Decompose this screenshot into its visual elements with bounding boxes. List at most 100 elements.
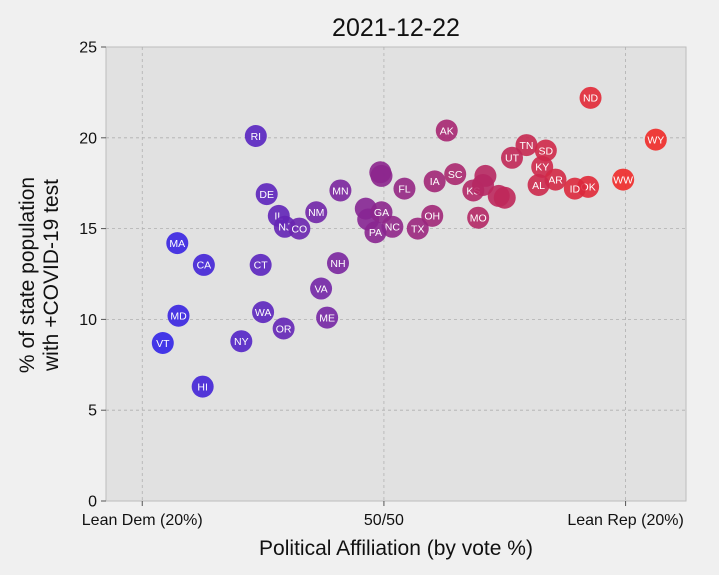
data-point-marker: [167, 304, 190, 327]
data-point: [370, 164, 393, 187]
data-point-marker: [501, 146, 523, 169]
data-point-label: TN: [520, 140, 534, 152]
data-point: NM: [305, 201, 328, 224]
data-point-marker: [191, 375, 214, 398]
data-point-marker: [423, 170, 446, 193]
data-point-label: MD: [170, 311, 187, 323]
chart-title: 2021-12-22: [332, 14, 460, 42]
x-axis-ticks: Lean Dem (20%) 50/50 Lean Rep (20%): [82, 501, 684, 529]
data-point-marker: [515, 134, 538, 157]
x-tick-label: 50/50: [364, 512, 404, 529]
data-point-marker: [612, 168, 635, 191]
data-point-marker: [370, 164, 393, 187]
data-point-label: VT: [156, 338, 170, 350]
plot-area: [105, 46, 687, 502]
data-point-marker: [435, 119, 458, 142]
y-tick-label: 5: [88, 403, 97, 420]
data-point-label: TX: [411, 223, 424, 235]
data-point: TX: [406, 217, 429, 240]
data-point-marker: [527, 174, 550, 197]
data-point: ND: [579, 86, 602, 109]
data-point-marker: [444, 163, 467, 186]
data-point: ID: [563, 177, 586, 200]
data-point: MD: [167, 304, 190, 327]
data-point-marker: [272, 317, 295, 340]
data-point: [472, 174, 494, 197]
data-point: TN: [515, 134, 538, 157]
data-point-label: PA: [369, 227, 382, 239]
data-point-label: IA: [430, 176, 440, 188]
x-tick-label: Lean Dem (20%): [82, 512, 203, 529]
data-point-marker: [472, 174, 494, 197]
data-point: SC: [444, 163, 467, 186]
data-point-label: VA: [314, 283, 327, 295]
y-tick-label: 0: [88, 494, 97, 511]
data-point-label: FL: [398, 183, 410, 195]
data-point-marker: [327, 252, 349, 275]
data-point-label: KY: [535, 162, 549, 174]
data-point: MA: [166, 232, 189, 255]
data-point: NH: [327, 252, 349, 275]
data-point: AL: [527, 174, 550, 197]
data-point-label: CA: [197, 260, 212, 272]
data-point-marker: [244, 124, 267, 147]
data-point-marker: [252, 301, 275, 324]
data-point-marker: [493, 186, 516, 209]
y-tick-label: 20: [79, 130, 97, 147]
y-tick-label: 15: [79, 221, 97, 238]
data-point-label: ND: [583, 93, 599, 105]
data-point: SD: [534, 139, 557, 162]
x-tick-label: Lean Rep (20%): [567, 512, 684, 529]
data-point-marker: [255, 183, 278, 206]
data-point-label: WW: [613, 174, 633, 186]
data-point-marker: [192, 253, 215, 276]
data-point: NC: [381, 215, 404, 238]
data-point-marker: [230, 330, 253, 353]
data-point-marker: [406, 217, 429, 240]
data-point-label: NH: [330, 258, 345, 270]
data-point-label: NM: [308, 207, 324, 219]
data-point-marker: [249, 253, 272, 276]
data-point-marker: [305, 201, 328, 224]
data-point-label: NY: [234, 336, 249, 348]
data-point: OR: [272, 317, 295, 340]
data-point-marker: [381, 215, 404, 238]
x-axis-label: Political Affiliation (by vote %): [259, 537, 533, 560]
data-point: WA: [252, 301, 275, 324]
data-point-label: WA: [255, 307, 272, 319]
data-point-marker: [579, 86, 602, 109]
data-point-label: MN: [332, 185, 348, 197]
data-point: DE: [255, 183, 278, 206]
data-point-label: SD: [539, 145, 554, 157]
y-tick-label: 10: [79, 312, 97, 329]
data-point-marker: [310, 277, 333, 300]
y-tick-label: 25: [79, 40, 97, 57]
data-point-label: SC: [448, 169, 463, 181]
data-point-marker: [644, 128, 667, 151]
data-point-label: AL: [532, 180, 545, 192]
data-point-label: OH: [424, 211, 440, 223]
data-point-label: CO: [291, 223, 307, 235]
data-point: WW: [612, 168, 635, 191]
data-point: MN: [329, 179, 352, 202]
data-point-label: ME: [319, 312, 335, 324]
data-point-label: MO: [470, 213, 487, 225]
data-point: CT: [249, 253, 272, 276]
data-point-label: IL: [274, 211, 283, 223]
data-point: CA: [192, 253, 215, 276]
data-point: PA: [364, 221, 387, 244]
data-point-marker: [288, 217, 311, 240]
data-point-marker: [421, 204, 444, 227]
data-point: VA: [310, 277, 333, 300]
data-point-label: ID: [570, 183, 581, 195]
data-point: MO: [467, 206, 490, 229]
data-point-label: NC: [385, 222, 401, 234]
y-axis-label: % of state population with +COVID-19 tes…: [16, 177, 63, 373]
data-point: RI: [244, 124, 267, 147]
data-point-label: WY: [647, 134, 664, 146]
data-point-marker: [563, 177, 586, 200]
data-point: CO: [288, 217, 311, 240]
